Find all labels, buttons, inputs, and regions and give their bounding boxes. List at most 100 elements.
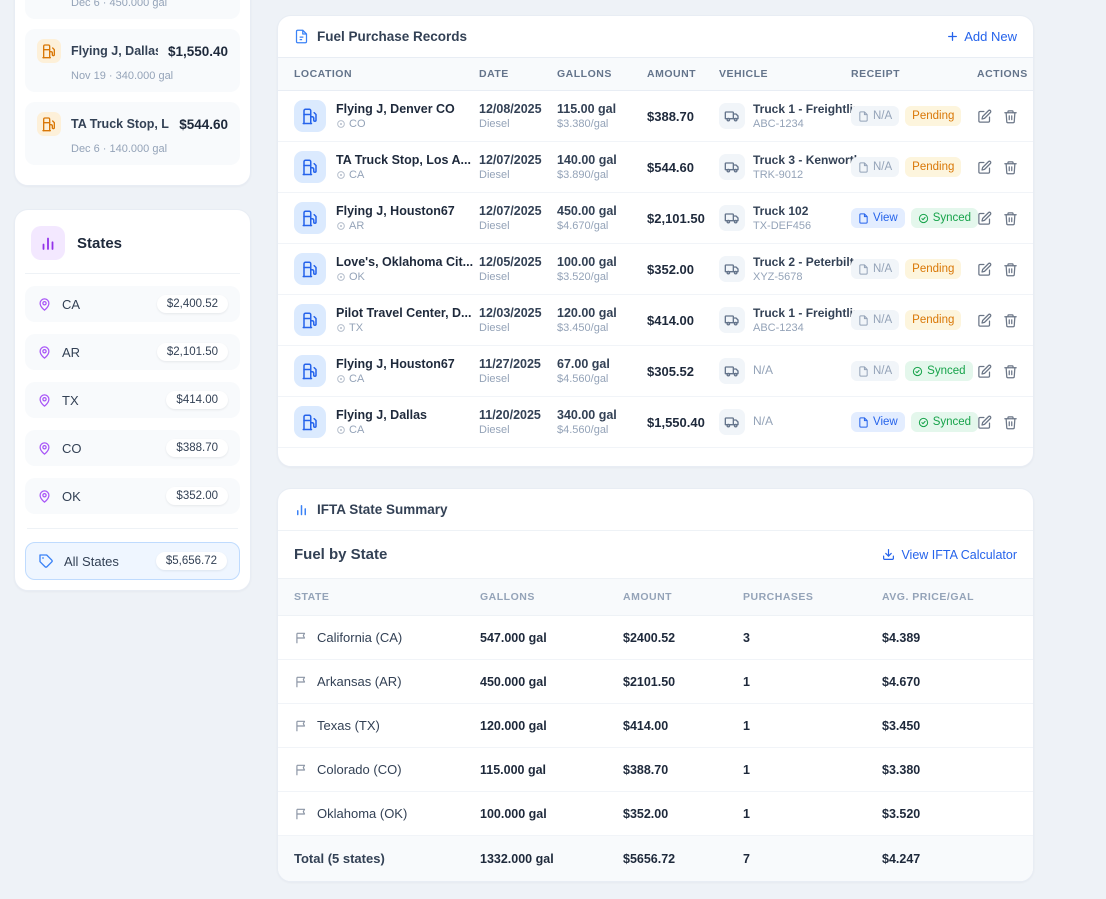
amount-cell: $352.00	[647, 261, 694, 277]
all-states-item[interactable]: All States $5,656.72	[25, 542, 240, 580]
location-cell: Love's, Oklahoma Cit... OK	[294, 253, 479, 285]
price-per-gal: $4.560/gal	[557, 373, 609, 385]
date-value: 11/27/2025	[479, 357, 541, 371]
fuel-by-state-title: Fuel by State	[294, 546, 388, 563]
gallons-cell: 115.00 gal $3.380/gal	[557, 102, 647, 130]
state-cell: California (CA)	[294, 630, 480, 645]
gallons-value: 450.00 gal	[557, 204, 617, 218]
delete-button[interactable]	[1003, 160, 1018, 175]
receipt-badge[interactable]: View	[851, 208, 905, 228]
fuel-type: Diesel	[479, 373, 510, 385]
price-per-gal: $3.520/gal	[557, 271, 609, 283]
flag-icon	[294, 719, 308, 733]
map-pin-icon	[37, 297, 52, 312]
state-filter-item[interactable]: AR $2,101.50	[25, 334, 240, 370]
receipt-badge[interactable]: View	[851, 412, 905, 432]
avg-price-cell: $3.380	[882, 762, 921, 777]
location-state: OK	[336, 271, 473, 283]
column-header: AMOUNT	[623, 591, 673, 603]
vehicle-cell: Truck 2 - Peterbilt XYZ-5678	[719, 255, 854, 283]
state-filter-item[interactable]: TX $414.00	[25, 382, 240, 418]
purchases-cell: 1	[743, 806, 750, 821]
receipt-file-icon	[858, 161, 869, 173]
edit-button[interactable]	[977, 211, 992, 226]
vehicle-plate: ABC-1234	[753, 322, 804, 334]
sync-status-label: Synced	[927, 365, 966, 377]
vehicle-cell: Truck 3 - Kenworth TRK-9012	[719, 153, 861, 181]
state-code: OK	[62, 488, 81, 504]
receipt-badge[interactable]: N/A	[851, 259, 900, 279]
state-filter-item[interactable]: CO $388.70	[25, 430, 240, 466]
gallons-value: 100.00 gal	[557, 255, 617, 269]
receipt-cell: N/A Pending	[851, 157, 977, 177]
truck-icon	[719, 205, 745, 231]
tag-icon	[38, 553, 54, 569]
avg-price-cell: $4.389	[882, 630, 921, 645]
sync-status-label: Pending	[912, 314, 955, 326]
purchase-name: Flying J, Dallas	[71, 44, 158, 58]
receipt-badge[interactable]: N/A	[851, 157, 900, 177]
amount-cell: $305.52	[647, 363, 694, 379]
amount-cell: $414.00	[647, 312, 694, 328]
records-table-header: LOCATION DATE GALLONS AMOUNT VEHICLE REC…	[278, 57, 1033, 91]
location-cell: Pilot Travel Center, D... TX	[294, 304, 479, 336]
purchase-card[interactable]: TA Truck Stop, Los ... $544.60 Dec 6 · 1…	[25, 102, 240, 165]
state-filter-item[interactable]: CA $2,400.52	[25, 286, 240, 322]
gallons-cell: 115.000 gal	[480, 762, 547, 777]
ifta-state-row: Oklahoma (OK) 100.000 gal $352.00 1 $3.5…	[278, 792, 1033, 836]
vehicle-name: Truck 1 - Freightliner	[753, 102, 872, 116]
column-header: STATE	[294, 591, 330, 603]
amount-cell: $388.70	[623, 762, 669, 777]
date-value: 12/07/2025	[479, 153, 542, 167]
edit-button[interactable]	[977, 109, 992, 124]
delete-button[interactable]	[1003, 109, 1018, 124]
location-state: CO	[336, 118, 455, 130]
column-header: AVG. PRICE/GAL	[882, 591, 974, 603]
location-state: AR	[336, 220, 455, 232]
purchase-card[interactable]: Flying J, Dallas $1,550.40 Nov 19 · 340.…	[25, 29, 240, 92]
flag-icon	[294, 763, 308, 777]
bar-chart-icon	[294, 502, 309, 517]
vehicle-cell: Truck 1 - Freightliner ABC-1234	[719, 306, 872, 334]
sync-status-badge: Synced	[905, 361, 973, 381]
delete-button[interactable]	[1003, 415, 1018, 430]
receipt-cell: N/A Synced	[851, 361, 977, 381]
location-dot-icon	[336, 425, 346, 435]
date-cell: 12/08/2025 Diesel	[479, 102, 557, 130]
amount-cell: $2,101.50	[647, 210, 705, 226]
receipt-label: N/A	[873, 263, 893, 275]
avg-price-cell: $4.670	[882, 674, 921, 689]
state-code: AR	[349, 220, 365, 232]
fuel-pump-icon	[294, 100, 326, 132]
state-name: Arkansas (AR)	[317, 674, 402, 689]
receipt-badge[interactable]: N/A	[851, 310, 900, 330]
add-new-label: Add New	[964, 29, 1017, 44]
state-filter-item[interactable]: OK $352.00	[25, 478, 240, 514]
states-panel-title: States	[77, 234, 123, 252]
add-new-button[interactable]: Add New	[946, 29, 1017, 44]
view-ifta-calculator-label: View IFTA Calculator	[901, 547, 1017, 562]
ifta-card-title: IFTA State Summary	[317, 502, 448, 517]
price-per-gal: $4.560/gal	[557, 424, 609, 436]
edit-button[interactable]	[977, 160, 992, 175]
location-name: Flying J, Dallas	[336, 408, 428, 422]
receipt-badge[interactable]: N/A	[851, 361, 900, 381]
edit-button[interactable]	[977, 364, 992, 379]
vehicle-cell: N/A	[719, 358, 851, 384]
fuel-pump-icon	[294, 253, 326, 285]
delete-button[interactable]	[1003, 262, 1018, 277]
sync-status-label: Pending	[912, 161, 955, 173]
fuel-purchase-records-card: Fuel Purchase Records Add New LOCATION D…	[277, 15, 1034, 467]
delete-button[interactable]	[1003, 364, 1018, 379]
view-ifta-calculator-link[interactable]: View IFTA Calculator	[882, 548, 1017, 562]
column-header: RECEIPT	[851, 68, 901, 80]
edit-button[interactable]	[977, 262, 992, 277]
delete-button[interactable]	[1003, 211, 1018, 226]
receipt-badge[interactable]: N/A	[851, 106, 900, 126]
edit-button[interactable]	[977, 313, 992, 328]
fuel-type: Diesel	[479, 169, 510, 181]
fuel-pump-icon	[294, 406, 326, 438]
delete-button[interactable]	[1003, 313, 1018, 328]
purchase-card-partial[interactable]: Dec 6 · 450.000 gal	[25, 0, 240, 19]
edit-button[interactable]	[977, 415, 992, 430]
